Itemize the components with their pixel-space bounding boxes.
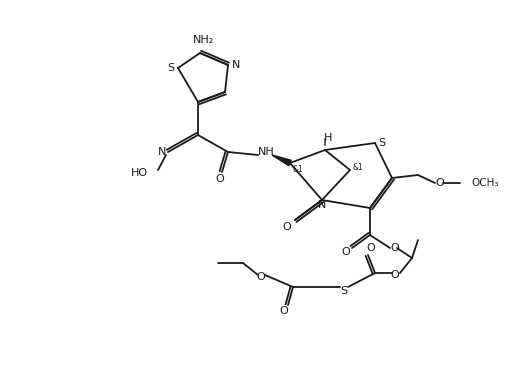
Text: N: N bbox=[232, 60, 240, 70]
Text: N: N bbox=[318, 200, 326, 210]
Text: &1: &1 bbox=[292, 164, 303, 173]
Text: &1: &1 bbox=[353, 163, 363, 172]
Text: O: O bbox=[280, 306, 288, 316]
Text: OCH₃: OCH₃ bbox=[471, 178, 498, 188]
Text: N: N bbox=[158, 147, 166, 157]
Text: S: S bbox=[168, 63, 174, 73]
Text: S: S bbox=[378, 138, 386, 148]
Text: O: O bbox=[367, 243, 375, 253]
Polygon shape bbox=[272, 155, 291, 166]
Text: O: O bbox=[342, 247, 351, 257]
Text: O: O bbox=[215, 174, 224, 184]
Text: O: O bbox=[390, 243, 399, 253]
Text: O: O bbox=[282, 222, 291, 232]
Text: S: S bbox=[341, 286, 347, 296]
Text: O: O bbox=[435, 178, 444, 188]
Text: H: H bbox=[324, 133, 332, 143]
Text: NH: NH bbox=[258, 147, 275, 157]
Text: HO: HO bbox=[131, 168, 148, 178]
Text: O: O bbox=[390, 270, 399, 280]
Text: NH₂: NH₂ bbox=[193, 35, 215, 45]
Text: O: O bbox=[257, 272, 265, 282]
